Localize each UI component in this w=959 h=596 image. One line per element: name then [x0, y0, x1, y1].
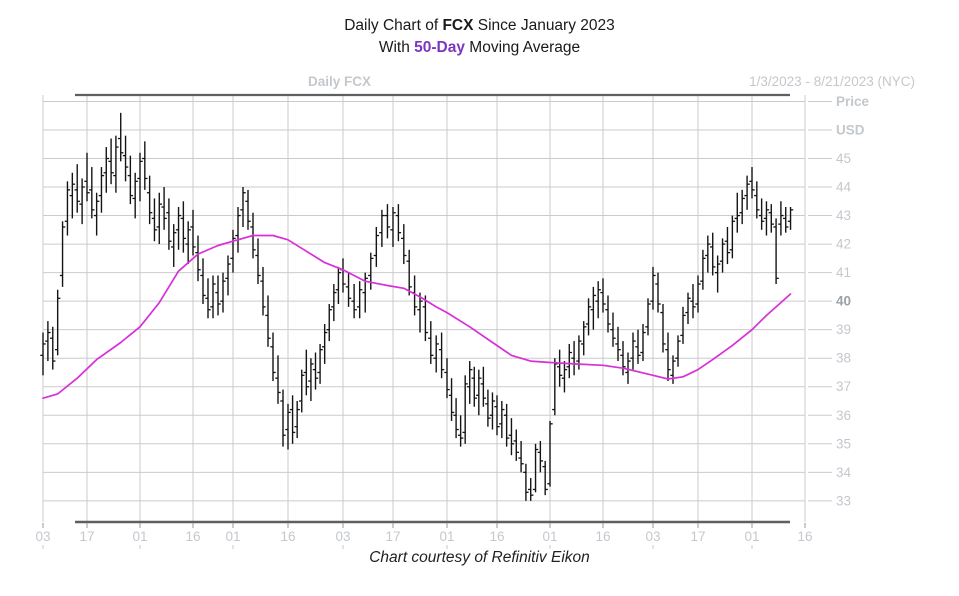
x-tick-label: 03 — [35, 529, 50, 544]
page-subtitle: With 50-Day Moving Average — [0, 37, 959, 58]
y-tick-label: 45 — [836, 151, 851, 166]
moving-average-line — [42, 234, 792, 400]
y-tick-label: 33 — [836, 493, 851, 508]
y-tick-label: 44 — [836, 180, 852, 195]
y-tick-label: 36 — [836, 408, 851, 423]
ticker-symbol: FCX — [442, 17, 474, 34]
y-tick-label: 42 — [836, 237, 851, 252]
y-tick-label: Price — [836, 94, 870, 109]
y-tick-label: 37 — [836, 379, 851, 394]
y-tick-label: 40 — [836, 294, 851, 309]
y-tick-label: 39 — [836, 322, 851, 337]
y-tick-label: 35 — [836, 436, 851, 451]
series-label: Daily FCX — [308, 74, 372, 89]
x-tick-label: 16 — [797, 529, 812, 544]
chart-credit: Chart courtesy of Refinitiv Eikon — [369, 549, 590, 566]
y-tick-label: USD — [836, 122, 865, 137]
y-tick-label: 38 — [836, 351, 851, 366]
x-tick-label: 16 — [280, 529, 295, 544]
x-tick-label: 01 — [225, 529, 240, 544]
x-tick-label: 16 — [185, 529, 200, 544]
x-tick-label: 17 — [385, 529, 400, 544]
x-tick-label: 01 — [439, 529, 454, 544]
ma-period-highlight: 50-Day — [414, 39, 465, 56]
y-tick-label: 43 — [836, 208, 851, 223]
x-tick-label: 17 — [79, 529, 94, 544]
x-tick-label: 01 — [542, 529, 557, 544]
title-prefix: Daily Chart of — [344, 17, 443, 34]
y-tick-label: 41 — [836, 265, 851, 280]
x-tick-label: 16 — [489, 529, 504, 544]
x-tick-label: 01 — [132, 529, 147, 544]
x-tick-label: 16 — [595, 529, 610, 544]
page-title: Daily Chart of FCX Since January 2023 — [0, 15, 959, 36]
y-tick-label: 34 — [836, 465, 852, 480]
date-range-label: 1/3/2023 - 8/21/2023 (NYC) — [749, 74, 915, 89]
x-tick-label: 17 — [690, 529, 705, 544]
x-tick-label: 03 — [335, 529, 350, 544]
subtitle-suffix: Moving Average — [464, 39, 581, 56]
subtitle-prefix: With — [378, 39, 415, 56]
x-tick-label: 01 — [744, 529, 759, 544]
title-suffix: Since January 2023 — [473, 17, 615, 34]
x-tick-label: 03 — [645, 529, 660, 544]
